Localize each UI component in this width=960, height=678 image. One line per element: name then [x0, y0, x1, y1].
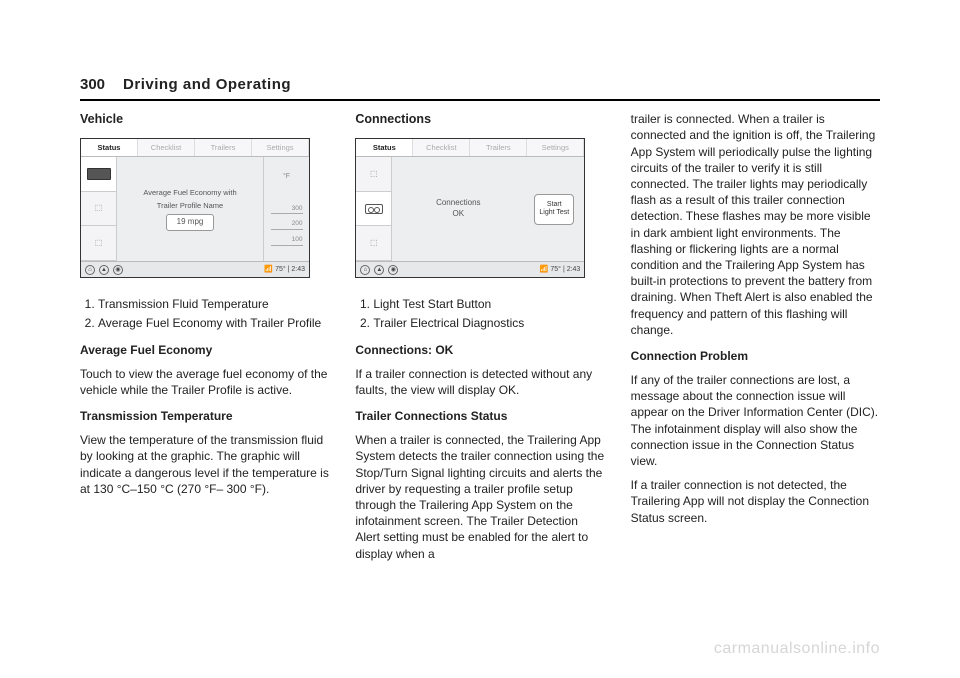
col2-li-1: Light Test Start Button: [373, 296, 604, 312]
page-header: 300 Driving and Operating: [80, 75, 880, 101]
col1-title: Vehicle: [80, 111, 329, 128]
watermark: carmanualsonline.info: [714, 638, 880, 660]
icon-slot-3: ⬚: [81, 226, 116, 261]
screen2-center: Connections OK: [392, 157, 524, 261]
h-afe: Average Fuel Economy: [80, 342, 329, 358]
p-tcs: When a trailer is connected, the Trailer…: [355, 432, 604, 562]
column-1: Vehicle Status Checklist Trailers Settin…: [80, 111, 329, 570]
tab2-checklist: Checklist: [413, 139, 470, 156]
gauge-200: 200: [271, 220, 303, 230]
truck-icon: [81, 157, 116, 192]
p-cp2: If a trailer connection is not detected,…: [631, 477, 880, 526]
source-icon: ▲: [99, 265, 109, 275]
signal2-icon: 📶: [540, 266, 551, 273]
light-btn-l1: Start: [547, 201, 562, 208]
column-3: trailer is connected. When a trailer is …: [631, 111, 880, 570]
screen2-right: Start Light Test: [524, 157, 584, 261]
screen2-bottombar: ⌂ ▲ ◉ 📶 75° | 2:43: [356, 261, 584, 277]
page-number: 300: [80, 75, 105, 95]
p-afe: Touch to view the average fuel economy o…: [80, 366, 329, 398]
icon2-slot-3: ⬚: [356, 226, 391, 261]
col1-li-2: Average Fuel Economy with Trailer Profil…: [98, 315, 329, 331]
icon-slot-2: ⬚: [81, 192, 116, 227]
h-cok: Connections: OK: [355, 342, 604, 358]
col1-list: Transmission Fluid Temperature Average F…: [98, 296, 329, 331]
h-tcs: Trailer Connections Status: [355, 408, 604, 424]
conn-line2: OK: [453, 209, 465, 218]
signal-icon: 📶: [264, 266, 275, 273]
conn-line1: Connections: [436, 198, 480, 207]
home-icon: ⌂: [85, 265, 95, 275]
content-columns: Vehicle Status Checklist Trailers Settin…: [80, 111, 880, 570]
bottom2-temp: 75°: [550, 266, 561, 273]
icon2-slot-1: ⬚: [356, 157, 391, 192]
afe-line2: Trailer Profile Name: [157, 201, 223, 211]
p-cont: trailer is connected. When a trailer is …: [631, 111, 880, 338]
home2-icon: ⌂: [360, 265, 370, 275]
screen2-tabs: Status Checklist Trailers Settings: [356, 139, 584, 157]
p-tt: View the temperature of the transmission…: [80, 432, 329, 497]
nav-icon: ◉: [113, 265, 123, 275]
screen1-gauge: °F 300 200 100: [263, 157, 309, 261]
tab-checklist: Checklist: [138, 139, 195, 156]
tab2-settings: Settings: [527, 139, 584, 156]
col2-list: Light Test Start Button Trailer Electric…: [373, 296, 604, 331]
afe-line1: Average Fuel Economy with: [143, 188, 236, 198]
tab-settings: Settings: [252, 139, 309, 156]
bottom-time: 2:43: [291, 266, 305, 273]
bottom2-time: 2:43: [567, 266, 581, 273]
start-light-test-button: Start Light Test: [534, 194, 574, 225]
connections-screen: Status Checklist Trailers Settings ⬚ ⬚ C…: [355, 138, 585, 278]
bottom-temp: 75°: [275, 266, 286, 273]
gauge-unit: °F: [283, 172, 290, 181]
screen2-left-icons: ⬚ ⬚: [356, 157, 392, 261]
h-cp: Connection Problem: [631, 348, 880, 364]
screen1-left-icons: ⬚ ⬚: [81, 157, 117, 261]
light-btn-l2: Light Test: [539, 209, 569, 216]
screen1-bottombar: ⌂ ▲ ◉ 📶 75° | 2:43: [81, 261, 309, 277]
tab2-trailers: Trailers: [470, 139, 527, 156]
tab2-status: Status: [356, 139, 413, 156]
col2-li-2: Trailer Electrical Diagnostics: [373, 315, 604, 331]
screen1-center: Average Fuel Economy with Trailer Profil…: [117, 157, 263, 261]
gauge-300: 300: [271, 205, 303, 215]
nav2-icon: ◉: [388, 265, 398, 275]
vehicle-screen: Status Checklist Trailers Settings ⬚ ⬚ A…: [80, 138, 310, 278]
h-tt: Transmission Temperature: [80, 408, 329, 424]
section-title: Driving and Operating: [123, 75, 291, 95]
p-cp1: If any of the trailer connections are lo…: [631, 372, 880, 469]
plug-icon: [356, 192, 391, 227]
column-2: Connections Status Checklist Trailers Se…: [355, 111, 604, 570]
screen1-tabs: Status Checklist Trailers Settings: [81, 139, 309, 157]
tab-trailers: Trailers: [195, 139, 252, 156]
tab-status: Status: [81, 139, 138, 156]
p-cok: If a trailer connection is detected with…: [355, 366, 604, 398]
col2-title: Connections: [355, 111, 604, 128]
gauge-100: 100: [271, 236, 303, 246]
col1-li-1: Transmission Fluid Temperature: [98, 296, 329, 312]
source2-icon: ▲: [374, 265, 384, 275]
mpg-value: 19 mpg: [166, 214, 215, 231]
